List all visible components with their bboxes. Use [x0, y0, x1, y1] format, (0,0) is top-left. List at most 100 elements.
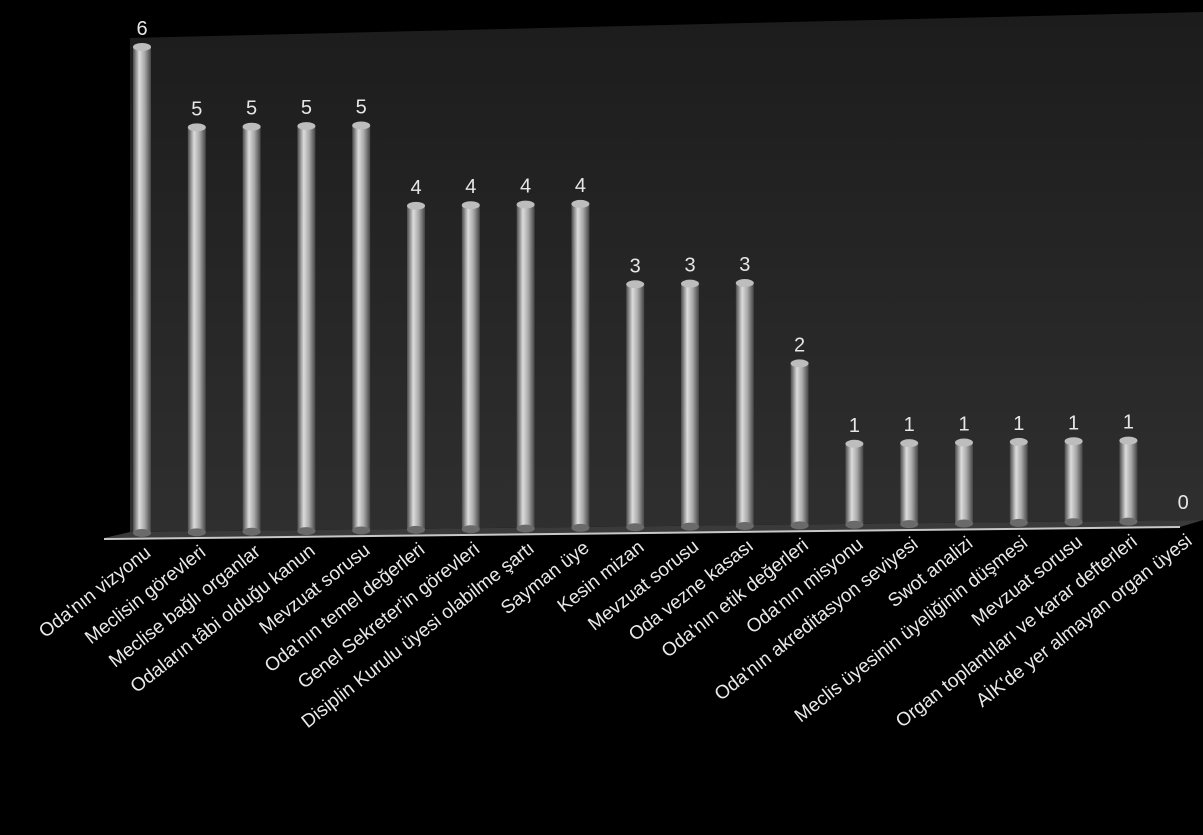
bar — [407, 201, 425, 534]
bar-base — [1064, 518, 1083, 527]
bar-base — [187, 528, 206, 537]
bar — [516, 200, 535, 533]
bar — [187, 123, 206, 537]
bar-base — [407, 525, 425, 534]
bar-base — [1009, 518, 1028, 527]
bar-top — [1064, 437, 1083, 446]
bars-layer — [133, 42, 1138, 537]
bar — [571, 199, 590, 532]
bar-value-label: 1 — [1068, 412, 1079, 434]
bar-body — [461, 205, 480, 530]
bar-value-label: 4 — [575, 175, 586, 197]
bar-top — [461, 201, 480, 210]
bar-body — [845, 443, 864, 525]
bar-body — [790, 363, 809, 526]
bar — [352, 121, 371, 535]
bar-body — [516, 204, 535, 529]
bar-top — [352, 121, 371, 130]
bar-body — [571, 203, 590, 528]
bar-top — [571, 199, 590, 208]
bar-top — [1119, 436, 1138, 445]
plot-back-wall — [130, 12, 1203, 532]
bar-body — [681, 283, 699, 527]
bar-body — [900, 443, 919, 525]
bar-base — [1119, 517, 1138, 526]
bar-value-label: 2 — [794, 334, 805, 356]
bar-top — [790, 359, 809, 368]
bar-body — [1064, 441, 1083, 523]
bar-base — [516, 524, 535, 533]
bar-body — [242, 126, 261, 532]
bar — [461, 201, 480, 534]
bar — [626, 280, 645, 532]
bar-top — [900, 439, 919, 448]
bar-base — [900, 520, 919, 529]
bar-top — [187, 123, 206, 132]
bar-base — [626, 523, 645, 532]
bar-top — [681, 279, 699, 288]
bar-top — [297, 122, 316, 131]
bar-body — [187, 127, 206, 533]
bar-body — [735, 283, 754, 527]
bar-body — [626, 284, 645, 528]
bar-top — [516, 200, 535, 209]
bar-value-label: 0 — [1178, 492, 1189, 514]
bar-body — [352, 125, 371, 531]
bar-value-label: 3 — [630, 255, 641, 277]
bar — [133, 42, 151, 537]
bar — [900, 439, 919, 529]
bar — [1119, 436, 1138, 526]
bar-base — [845, 520, 864, 529]
bar-value-label: 3 — [684, 255, 695, 277]
bar — [297, 122, 316, 536]
bar-body — [297, 126, 316, 532]
bar-value-label: 1 — [849, 415, 860, 437]
bar — [845, 439, 864, 529]
bar-top — [735, 279, 754, 288]
bar-base — [133, 528, 151, 537]
bar-top — [407, 201, 425, 210]
bar-base — [352, 526, 371, 535]
bar-body — [133, 46, 151, 533]
plot-floor — [104, 520, 1203, 538]
bar-value-label: 5 — [191, 98, 202, 120]
bar-base — [297, 527, 316, 536]
bar-base — [242, 527, 261, 536]
bar-base — [681, 522, 699, 531]
bar-value-label: 6 — [136, 18, 147, 40]
bar-value-label: 1 — [904, 414, 915, 436]
bar-base — [571, 523, 590, 532]
bar — [242, 122, 261, 536]
bar-top — [845, 439, 864, 448]
bar — [735, 279, 754, 531]
bar-base — [790, 521, 809, 530]
bar-value-label: 5 — [301, 97, 312, 119]
bar-base — [955, 519, 973, 528]
bar-base — [735, 522, 754, 531]
bar — [1064, 437, 1083, 527]
bar — [1009, 437, 1028, 527]
bar-top — [626, 280, 645, 289]
bar — [955, 438, 973, 528]
bar-body — [955, 442, 973, 524]
bar-top — [1009, 437, 1028, 446]
bar-value-label: 5 — [246, 98, 257, 120]
bar-base — [461, 525, 480, 534]
bar-body — [407, 205, 425, 530]
bar-top — [133, 42, 151, 51]
value-labels-layer: 6 5 5 5 5 4 4 4 4 3 3 3 2 1 1 1 1 1 1 0 — [136, 18, 1188, 514]
bar-value-label: 3 — [739, 254, 750, 276]
bar-value-label: 1 — [1123, 412, 1134, 434]
bar-value-label: 4 — [520, 176, 531, 198]
bar-body — [1119, 440, 1138, 522]
bar — [681, 279, 699, 531]
bar-value-label: 5 — [356, 96, 367, 118]
bar — [790, 359, 809, 530]
bar-body — [1009, 441, 1028, 523]
bar-value-label: 4 — [410, 177, 421, 199]
bar-top — [955, 438, 973, 447]
x-axis-line — [103, 526, 1181, 540]
